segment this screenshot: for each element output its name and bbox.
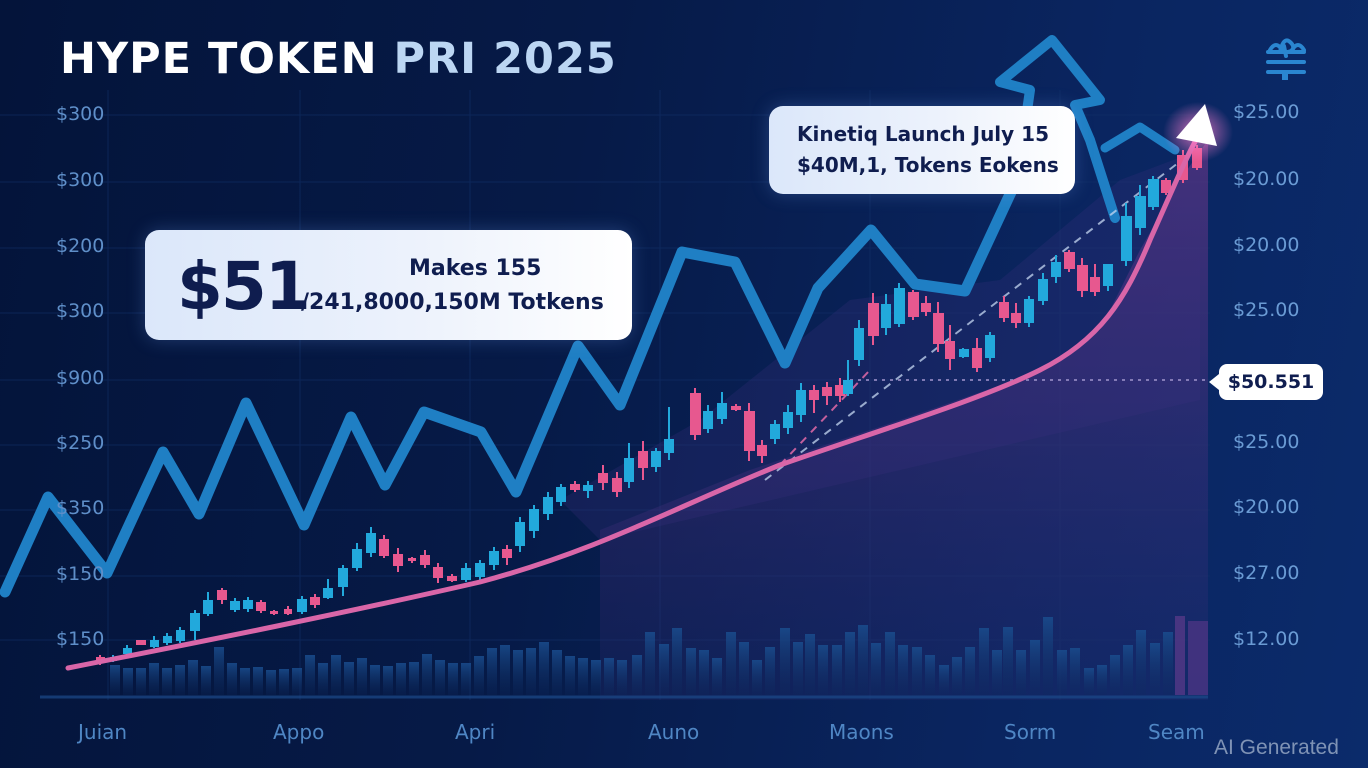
x-tick: Juian [78,720,128,744]
x-tick: Auno [648,720,700,744]
y-left-tick: $300 [56,169,105,191]
blue-price-line [0,154,1026,598]
x-tick: Maons [829,720,894,744]
y-left-tick: $250 [56,432,105,454]
y-right-tick: $25.00 [1233,431,1300,453]
x-tick: Seam [1148,720,1205,744]
y-left-tick: $200 [56,235,105,257]
dashed-trend-lower [779,369,871,466]
blue-line-tail [1100,122,1180,155]
trend-area [600,140,1208,700]
event-callout-line2: $40M,1, Tokens Eokens [797,153,1059,177]
y-right-tick: $27.00 [1233,562,1300,584]
scale-balance-icon [1266,38,1306,80]
volume-bars [110,616,1208,695]
callout-line1: Makes 155 [409,256,542,281]
x-tick: Appo [273,720,325,744]
y-left-tick: $900 [56,367,105,389]
blue-arrow-outline [995,35,1120,223]
x-tick: Sorm [1004,720,1057,744]
callout-price: $51 [177,248,311,325]
title-main: HYPE TOKEN [60,34,378,84]
y-right-tick: $12.00 [1233,628,1300,650]
trend-curve [65,137,1199,671]
trend-arrowhead [1176,104,1217,146]
y-left-tick: $300 [56,103,105,125]
x-tick: Apri [455,720,496,744]
y-right-tick: $25.00 [1233,299,1300,321]
y-right-tick: $20.00 [1233,168,1300,190]
ai-generated-watermark: AI Generated [1214,736,1339,759]
y-left-tick: $300 [56,300,105,322]
chart-title: HYPE TOKEN PRI 2025 [60,34,617,84]
y-right-tick: $20.00 [1233,234,1300,256]
current-price-tag: $50.551 [1209,364,1323,400]
dashed-trend-upper [764,149,1196,481]
event-callout: Kinetiq Launch July 15 $40M,1, Tokens Eo… [769,106,1075,194]
event-callout-line1: Kinetiq Launch July 15 [797,122,1049,146]
y-right-tick: $25.00 [1233,101,1300,123]
price-callout: $51 Makes 155 /241,8000,150M Totkens [145,230,632,340]
title-accent: PRI 2025 [393,34,617,84]
candlesticks [96,145,1202,665]
y-right-tick: $20.00 [1233,496,1300,518]
candle-shadow-area [560,150,1200,540]
callout-line2: /241,8000,150M Totkens [301,290,604,315]
y-left-tick: $150 [56,563,105,585]
y-left-tick: $350 [56,497,105,519]
y-left-tick: $150 [56,628,105,650]
